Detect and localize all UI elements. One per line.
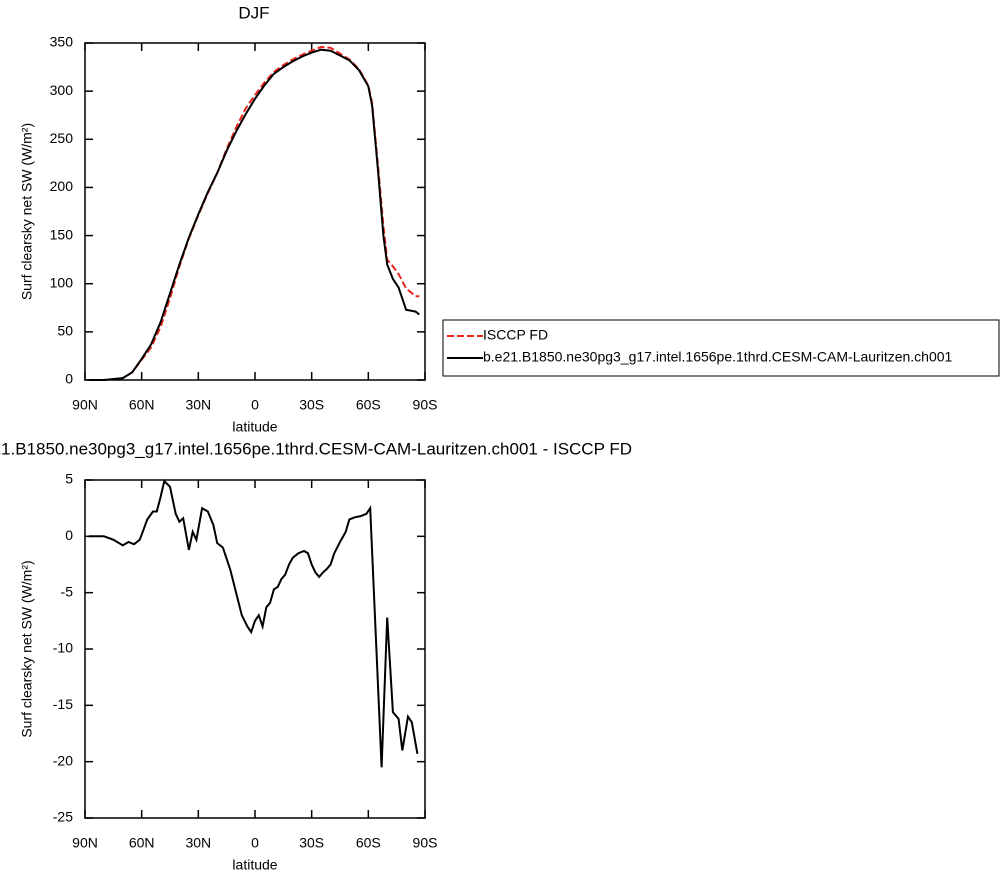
legend-box [442,319,1000,377]
y-tick-label: -20 [53,752,73,768]
y-tick-label: 0 [65,371,73,387]
legend-label: b.e21.B1850.ne30pg3_g17.intel.1656pe.1th… [483,349,953,365]
x-tick-label: 90S [413,835,438,851]
x-axis-title: latitude [232,419,277,435]
data-line [88,45,420,381]
y-tick-label: -5 [61,583,74,599]
y-tick-label: -15 [53,696,73,712]
x-axis-title: latitude [232,857,277,873]
data-line [88,479,419,768]
x-tick-label: 90N [72,835,98,851]
y-axis-title: Surf clearsky net SW (W/m²) [19,560,35,737]
x-tick-label: 30S [299,397,324,413]
x-tick-label: 90S [413,397,438,413]
x-tick-label: 30N [185,835,211,851]
y-tick-label: 5 [65,471,73,487]
chart-title: DJF [238,3,269,22]
y-tick-label: -25 [53,809,73,825]
y-tick-label: 150 [50,226,74,242]
chart-title: b.e21.B1850.ne30pg3_g17.intel.1656pe.1th… [0,439,632,458]
y-tick-label: 350 [50,34,74,50]
x-tick-label: 60N [129,397,155,413]
y-tick-label: 50 [57,323,73,339]
y-tick-label: 0 [65,527,73,543]
x-tick-label: 0 [251,835,259,851]
x-tick-label: 30N [185,397,211,413]
x-tick-label: 60N [129,835,155,851]
x-tick-label: 60S [356,397,381,413]
y-tick-label: 300 [50,82,74,98]
x-tick-label: 60S [356,835,381,851]
y-tick-label: 250 [50,130,74,146]
y-tick-label: -10 [53,640,73,656]
data-line [88,48,420,381]
plot-frame [84,479,426,819]
y-tick-label: 200 [50,178,74,194]
x-tick-label: 30S [299,835,324,851]
x-tick-label: 0 [251,397,259,413]
y-axis-title: Surf clearsky net SW (W/m²) [19,123,35,300]
plot-frame [84,42,426,381]
y-tick-label: 100 [50,274,74,290]
x-tick-label: 90N [72,397,98,413]
legend-label: ISCCP FD [483,327,548,343]
